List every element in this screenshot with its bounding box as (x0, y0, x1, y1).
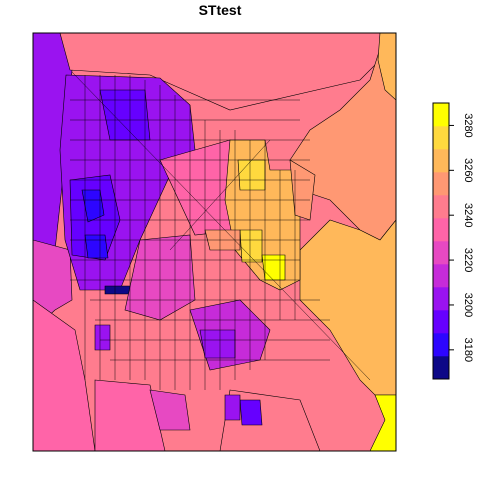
legend-swatch (433, 172, 449, 196)
legend-swatch (433, 356, 449, 380)
legend-swatch (433, 149, 449, 173)
legend-swatch (433, 218, 449, 242)
legend-swatch (433, 287, 449, 311)
region-small-purple (94, 324, 111, 351)
grid-vertical (84, 75, 296, 390)
region-far-northeast (377, 33, 396, 101)
map-frame (32, 32, 397, 452)
legend-tick-label: 3220 (462, 248, 474, 272)
legend-tick-label: 3260 (462, 158, 474, 182)
region-southeast-corner (369, 394, 396, 451)
region-west-deep-2 (84, 234, 109, 259)
legend-tick-label: 3180 (462, 338, 474, 362)
diagonal-road-1 (71, 71, 371, 381)
legend-swatch (433, 103, 449, 127)
legend-swatch (433, 310, 449, 334)
region-south-magenta (149, 389, 191, 431)
legend-swatch (433, 126, 449, 150)
map-title: STtest (198, 2, 242, 18)
region-northeast (289, 33, 396, 241)
region-south-purple-2 (224, 394, 241, 421)
legend-tick-label: 3280 (462, 113, 474, 137)
legend-swatch (433, 195, 449, 219)
legend-swatch (433, 333, 449, 357)
tract-boundaries (70, 71, 371, 390)
legend-ticks: 3180 3200 3220 3240 3260 3280 (449, 113, 474, 362)
legend-frame (432, 102, 450, 380)
diagonal-road-2 (169, 139, 271, 251)
legend-tick-label: 3240 (462, 203, 474, 227)
region-south-west (94, 379, 166, 451)
legend-tick-label: 3200 (462, 293, 474, 317)
region-southwest (33, 299, 96, 451)
legend-color-bar (433, 103, 449, 380)
region-west-deep (81, 189, 105, 223)
map-regions (33, 33, 396, 451)
region-south-blue (239, 399, 263, 426)
legend-swatch (433, 264, 449, 288)
legend-swatch (433, 241, 449, 265)
region-east-bright-2 (239, 229, 263, 263)
